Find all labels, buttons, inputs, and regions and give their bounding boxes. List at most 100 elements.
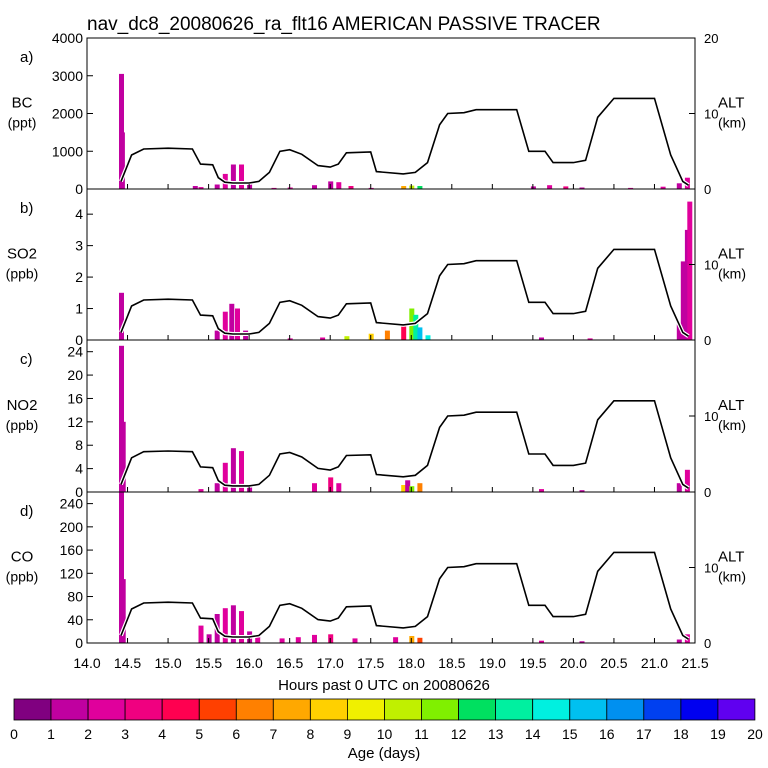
x-axis-label: Hours past 0 UTC on 20080626: [278, 677, 490, 694]
colorbar-tick-label: 4: [158, 726, 166, 742]
colorbar-cell: [87, 698, 126, 721]
colorbar-tick-label: 12: [451, 726, 467, 742]
colorbar-tick-label: 8: [307, 726, 315, 742]
alt-axis-unit: (km): [718, 569, 746, 585]
y-axis-unit: (ppb): [6, 266, 39, 282]
alt-axis-unit: (km): [718, 266, 746, 282]
tracer-bar: [352, 638, 358, 643]
x-axis: 14.0 14.5 15.0 15.5 16.0 16.5 17.0 17.5 18.0 18.5…: [73, 655, 708, 671]
tracer-bar: [295, 637, 301, 643]
tracer-bar: [119, 132, 125, 189]
tracer-bar: [409, 486, 415, 492]
x-tick-label: 14.5: [114, 655, 141, 671]
tracer-bar: [579, 490, 585, 492]
alt-axis-unit: (km): [718, 417, 746, 433]
tracer-bar: [417, 327, 423, 340]
y-tick-label: 2000: [52, 106, 83, 122]
y-tick-label: 4: [75, 461, 83, 477]
tracer-bar: [239, 451, 244, 492]
y-tick-label: 0: [75, 635, 83, 651]
x-tick-label: 19.0: [479, 655, 506, 671]
tracer-bar: [336, 182, 342, 189]
colorbar-tick-label: 6: [232, 726, 240, 742]
tracer-bar: [539, 337, 544, 340]
colorbar-tick-label: 19: [710, 726, 726, 742]
colorbar-cell: [532, 698, 571, 721]
tracer-bar: [119, 73, 124, 189]
tracer-bar: [198, 625, 204, 643]
panel-frame: [86, 339, 696, 493]
tracer-bar: [680, 261, 686, 340]
panel-c: 0 4 8 12 16 20 24 0 10 c) NO2 (ppb) ALT (km): [6, 339, 746, 500]
panel-b: 0 1 2 3 4 0 10 b) SO2 (ppb) ALT (km): [6, 188, 746, 348]
y-tick-label: 4: [75, 206, 83, 222]
chart-panels: 0100020003000400001020a)BC(ppt)ALT(km)01…: [6, 30, 746, 651]
y-tick-label: 8: [75, 437, 83, 453]
colorbar-cell: [309, 698, 348, 721]
tracer-bar: [287, 187, 293, 189]
alt-axis-label: ALT: [718, 246, 744, 263]
tracer-bar: [425, 335, 431, 340]
x-tick-label: 15.5: [195, 655, 222, 671]
tracer-bar: [312, 185, 317, 189]
colorbar-cell: [643, 698, 682, 721]
tracer-bar: [417, 637, 423, 643]
tracer-bar: [409, 185, 415, 189]
panel-a: 0 1000 2000 3000 4000 0 10 20 a) BC (ppt) ALT (km): [8, 30, 746, 197]
y-tick-label: 0: [75, 181, 83, 197]
colorbar-tick-label: 7: [269, 726, 277, 742]
tracer-bar: [579, 187, 585, 189]
tracer-bar: [676, 183, 682, 189]
x-tick-label: 18.5: [438, 655, 465, 671]
colorbar-tick-label: 11: [414, 726, 429, 742]
tracer-bar: [413, 314, 419, 340]
tracer-bar: [198, 489, 204, 492]
tracer-bar: [660, 186, 666, 189]
tracer-bar: [401, 186, 407, 189]
colorbar-cell: [198, 698, 237, 721]
tracer-bar: [120, 579, 126, 643]
y-tick-label: 0: [75, 332, 83, 348]
y-tick-label: 240: [60, 496, 84, 512]
panel-letter: a): [20, 49, 33, 66]
y-tick-label: 2: [75, 269, 83, 285]
tracer-bar: [676, 483, 682, 492]
panel-letter: b): [20, 200, 33, 217]
y-axis-unit: (ppb): [6, 417, 39, 433]
colorbar-tick-label: 20: [747, 726, 763, 742]
colorbar-cell: [421, 698, 459, 721]
tracer-bar: [279, 638, 285, 643]
tracer-bar: [230, 605, 236, 644]
y-tick-label: 12: [67, 414, 83, 430]
y-axis-label: NO2: [7, 397, 38, 414]
y-tick-label: 80: [67, 589, 83, 605]
altitude-line: [120, 97, 689, 186]
y-tick-label: 200: [60, 519, 84, 535]
colorbar-tick-label: 13: [488, 726, 504, 742]
y-tick-label: 40: [67, 612, 83, 628]
colorbar-cell: [13, 698, 52, 721]
age-colorbar: 0 1 2 3 4 5 6 7 8 9 10 11 12 13 14 15 16 17 18 19 20: [10, 698, 763, 742]
colorbar-tick-label: 0: [10, 726, 18, 742]
alt-axis-label: ALT: [718, 397, 744, 414]
y-tick-label: 20: [67, 367, 83, 383]
colorbar-tick-label: 2: [84, 726, 92, 742]
tracer-bar: [417, 186, 423, 189]
colorbar-cell: [161, 698, 200, 721]
colorbar-tick-label: 15: [562, 726, 578, 742]
y-tick-label: 3000: [52, 68, 83, 84]
tracer-bar: [320, 337, 326, 340]
colorbar-cell: [346, 698, 385, 721]
tracer-bar: [222, 462, 228, 492]
tracer-bar: [222, 608, 228, 643]
tracer-bar: [687, 201, 693, 340]
panel-letter: d): [20, 503, 33, 520]
alt-tick-label: 10: [704, 107, 718, 122]
colorbar-tick-label: 17: [636, 726, 652, 742]
tracer-bar: [530, 186, 536, 189]
tracer-bar: [676, 639, 682, 643]
tracer-bar: [192, 186, 198, 189]
y-axis-unit: (ppb): [6, 569, 39, 585]
alt-tick-label: 20: [704, 31, 718, 46]
tracer-bar: [409, 636, 415, 643]
